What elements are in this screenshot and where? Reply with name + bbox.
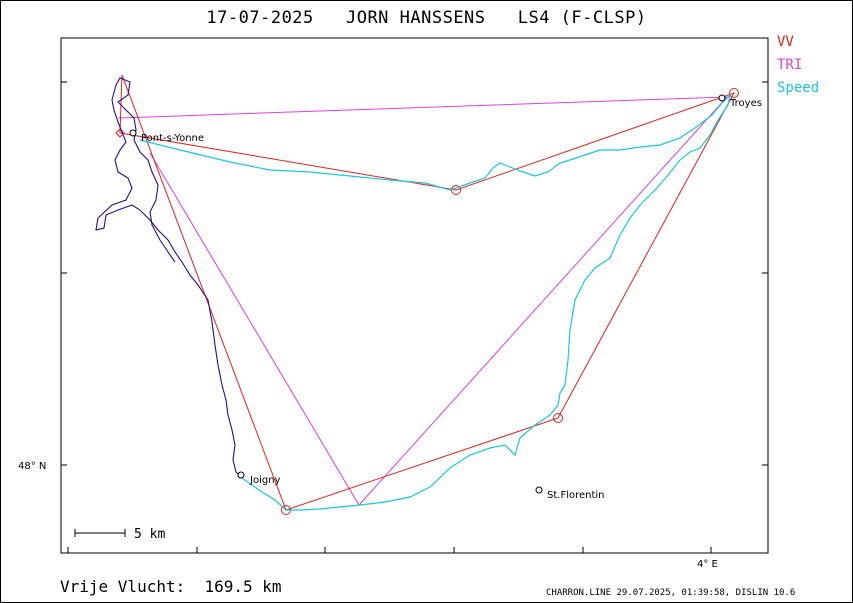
start-marker — [115, 128, 125, 138]
distance-label: Vrije Vlucht: 169.5 km — [60, 577, 282, 596]
turnpoint-3 — [553, 413, 563, 423]
town-label-pont-s-yonne: Pont-s-Yonne — [141, 133, 204, 144]
flight-title: 17-07-2025 JORN HANSSENS LS4 (F-CLSP) — [206, 8, 647, 28]
town-marker-joigny — [237, 471, 245, 479]
legend-tri: TRI — [777, 57, 803, 73]
gps-track — [95, 77, 243, 479]
town-label-st-florentin: St.Florentin — [547, 490, 605, 501]
legend-speed: Speed — [777, 80, 820, 96]
axis-ticks — [61, 81, 768, 553]
town-label-joigny: Joigny — [249, 475, 281, 486]
lat-label: 48° N — [18, 461, 46, 472]
lon-label: 4° E — [697, 559, 718, 570]
footer-label: CHARRON.LINE 29.07.2025, 01:39:58, DISLI… — [546, 588, 796, 598]
legend-vv: VV — [777, 34, 794, 50]
town-marker-pont-s-yonne — [129, 129, 137, 137]
town-marker-st-florentin — [535, 486, 543, 494]
plot-area — [60, 37, 769, 554]
turnpoint-2 — [729, 88, 739, 98]
town-label-troyes: Troyes — [729, 98, 762, 109]
scale-label: 5 km — [134, 527, 165, 542]
town-marker-troyes — [718, 94, 726, 102]
vv-route — [119, 74, 736, 511]
speed-track — [139, 93, 731, 511]
tri-route — [117, 96, 729, 506]
scale-bar — [74, 529, 126, 537]
